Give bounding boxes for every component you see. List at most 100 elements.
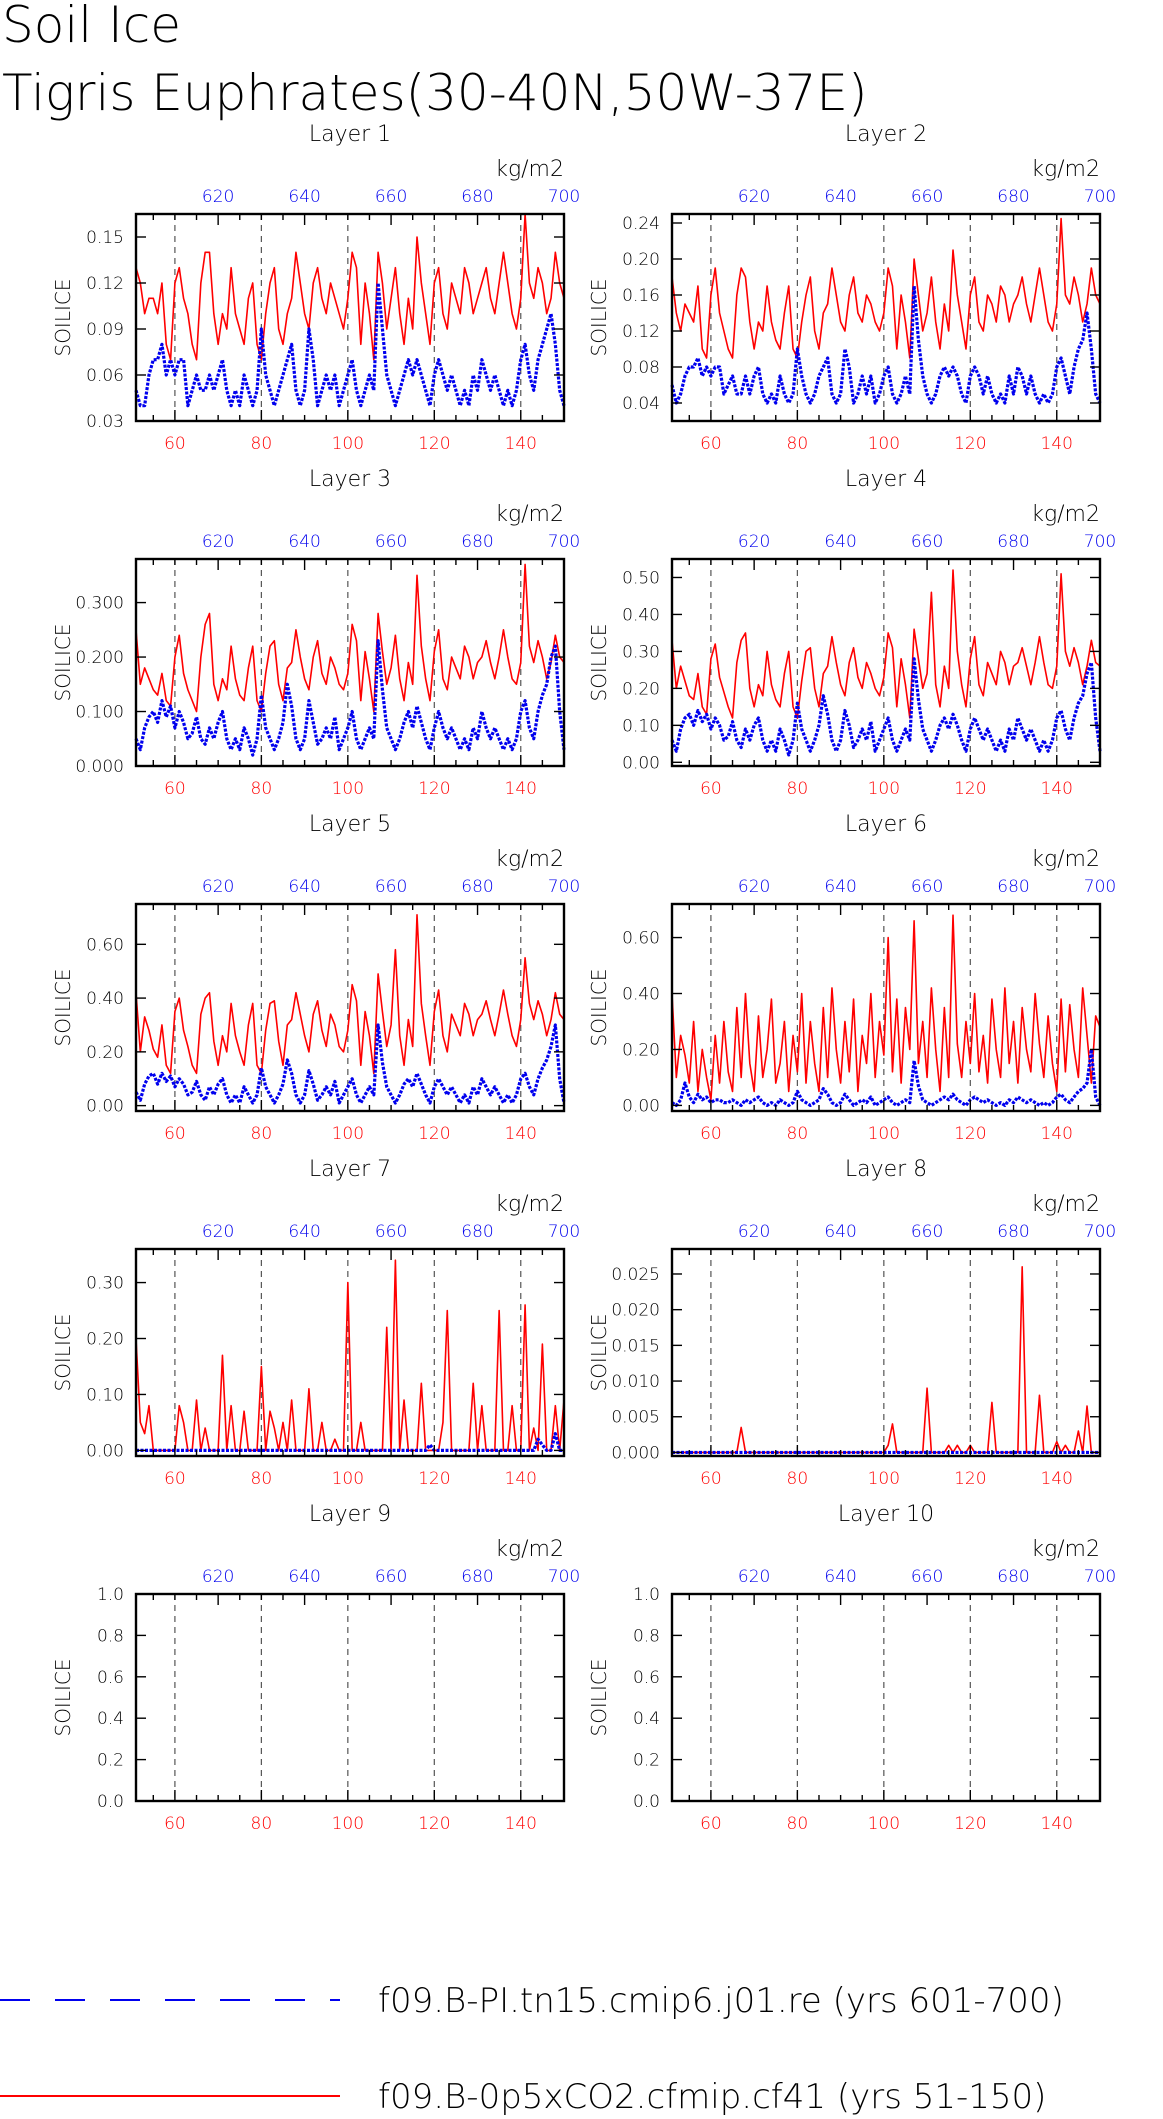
x-tick-label-bottom: 120 [418, 779, 450, 799]
x-tick-label-top: 640 [824, 877, 856, 897]
y-tick-label: 0.0 [633, 1792, 660, 1812]
y-tick-label: 0.20 [86, 1043, 124, 1063]
y-tick-label: 0.100 [75, 703, 124, 723]
x-tick-label-top: 680 [461, 1567, 493, 1587]
panel-title: Layer 8 [845, 1157, 927, 1182]
plot-frame [134, 212, 566, 423]
x-tick-label-top: 640 [824, 187, 856, 207]
y-axis-label: SOILICE [587, 969, 611, 1047]
y-tick-label: 0.30 [86, 1274, 124, 1294]
x-tick-label-bottom: 100 [332, 1814, 364, 1834]
x-tick-label-top: 700 [1084, 1567, 1116, 1587]
x-tick-label-top: 660 [375, 1222, 407, 1242]
x-tick-label-top: 620 [202, 1222, 234, 1242]
x-tick-label-top: 700 [1084, 1222, 1116, 1242]
x-tick-label-top: 660 [911, 187, 943, 207]
x-tick-label-bottom: 80 [251, 1814, 273, 1834]
x-tick-label-top: 680 [997, 187, 1029, 207]
x-tick-label-top: 680 [997, 1222, 1029, 1242]
series-line-blue [670, 657, 1102, 757]
x-tick-label-top: 640 [288, 1567, 320, 1587]
x-tick-label-top: 620 [202, 877, 234, 897]
x-tick-label-top: 640 [288, 877, 320, 897]
y-tick-label: 0.15 [86, 228, 124, 248]
series-line-red [671, 569, 1101, 719]
x-tick-label-bottom: 60 [700, 434, 722, 454]
x-tick-label-top: 660 [911, 877, 943, 897]
series-line-red [135, 563, 565, 713]
y-tick-label: 0.020 [611, 1301, 660, 1321]
plot-frame [670, 557, 1102, 768]
units-label: kg/m2 [495, 157, 564, 182]
x-tick-label-top: 700 [548, 877, 580, 897]
y-tick-label: 0.60 [86, 935, 124, 955]
y-tick-label: 0.10 [86, 1385, 124, 1405]
panel-7: Layer 7 kg/m2 SOILICE 60 80 100 120 140 620 640 66… [51, 1157, 580, 1489]
x-tick-label-top: 660 [911, 532, 943, 552]
x-tick-label-top: 700 [1084, 532, 1116, 552]
y-tick-label: 0.000 [611, 1443, 660, 1463]
x-tick-label-top: 680 [997, 532, 1029, 552]
y-tick-label: 1.0 [633, 1585, 660, 1605]
plot-frame [670, 1247, 1102, 1458]
series-line-red [135, 913, 565, 1075]
x-tick-label-top: 660 [375, 532, 407, 552]
y-tick-label: 0.8 [97, 1626, 124, 1646]
y-axis-label: SOILICE [587, 624, 611, 702]
x-tick-label-top: 700 [548, 1567, 580, 1587]
plot-frame [134, 902, 566, 1113]
x-tick-label-bottom: 100 [332, 1469, 364, 1489]
plot-frame [134, 1592, 566, 1803]
y-axis-label: SOILICE [51, 624, 75, 702]
figure-title-line-1: Soil Ice [2, 0, 181, 54]
y-tick-label: 0.0 [97, 1792, 124, 1812]
y-tick-label: 0.300 [75, 594, 124, 614]
x-tick-label-top: 680 [997, 877, 1029, 897]
y-tick-label: 0.12 [86, 274, 124, 294]
x-tick-label-bottom: 140 [1041, 1124, 1073, 1144]
x-tick-label-bottom: 80 [787, 1814, 809, 1834]
y-tick-label: 0.03 [86, 412, 124, 432]
y-tick-label: 0.2 [97, 1751, 124, 1771]
x-tick-label-top: 620 [202, 187, 234, 207]
units-label: kg/m2 [1031, 1537, 1100, 1562]
y-tick-label: 0.20 [622, 679, 660, 699]
y-tick-label: 0.10 [622, 716, 660, 736]
y-tick-label: 0.04 [622, 394, 660, 414]
x-tick-label-bottom: 120 [418, 1814, 450, 1834]
panel-title: Layer 6 [845, 812, 927, 837]
x-tick-label-bottom: 60 [164, 1124, 186, 1144]
y-axis-label: SOILICE [51, 969, 75, 1047]
x-tick-label-top: 660 [375, 1567, 407, 1587]
x-tick-label-top: 640 [288, 1222, 320, 1242]
panels-grid: Layer 1 kg/m2 SOILICE 60 80 100 120 140 620 640 66… [51, 122, 1116, 1834]
x-tick-label-bottom: 120 [954, 434, 986, 454]
y-tick-label: 0.000 [75, 757, 124, 777]
x-tick-label-bottom: 100 [868, 434, 900, 454]
series-line-blue [134, 639, 566, 757]
x-tick-label-top: 660 [375, 187, 407, 207]
panel-10: Layer 10 kg/m2 SOILICE 60 80 100 120 140 620 640 6… [587, 1502, 1116, 1834]
panel-5: Layer 5 kg/m2 SOILICE 60 80 100 120 140 620 640 66… [51, 812, 580, 1144]
x-tick-label-bottom: 80 [251, 1124, 273, 1144]
y-tick-label: 0.12 [622, 322, 660, 342]
y-tick-label: 0.025 [611, 1265, 660, 1285]
x-tick-label-bottom: 80 [787, 434, 809, 454]
y-tick-label: 0.6 [633, 1668, 660, 1688]
y-tick-label: 0.20 [86, 1330, 124, 1350]
units-label: kg/m2 [1031, 1192, 1100, 1217]
series-line-red [135, 213, 565, 361]
x-tick-label-top: 680 [461, 187, 493, 207]
x-tick-label-top: 700 [1084, 877, 1116, 897]
y-tick-label: 0.40 [86, 989, 124, 1009]
x-tick-label-bottom: 120 [954, 1469, 986, 1489]
series-line-blue [671, 1047, 1102, 1108]
panel-title: Layer 2 [845, 122, 927, 147]
x-tick-label-bottom: 80 [251, 434, 273, 454]
x-tick-label-bottom: 100 [332, 1124, 364, 1144]
panel-8: Layer 8 kg/m2 SOILICE 60 80 100 120 140 620 640 66… [587, 1157, 1116, 1489]
series-line-red [135, 1259, 565, 1452]
x-tick-label-top: 660 [375, 877, 407, 897]
y-tick-label: 0.40 [622, 985, 660, 1005]
